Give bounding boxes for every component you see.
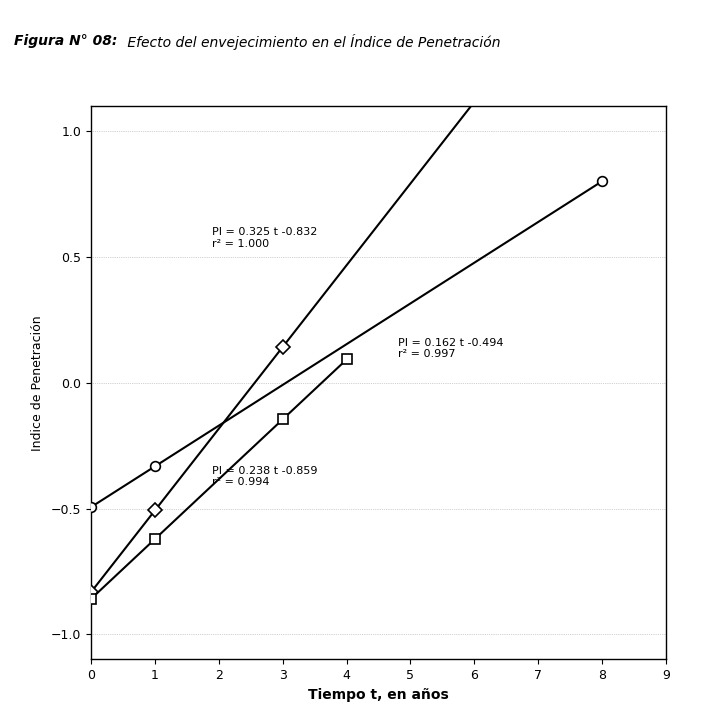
X-axis label: Tiempo t, en años: Tiempo t, en años [308, 688, 449, 702]
Y-axis label: Indice de Penetración: Indice de Penetración [31, 315, 44, 451]
Text: PI = 0.162 t -0.494
r² = 0.997: PI = 0.162 t -0.494 r² = 0.997 [397, 337, 503, 359]
Text: Figura N° 08:: Figura N° 08: [14, 34, 117, 48]
Text: Efecto del envejecimiento en el Índice de Penetración: Efecto del envejecimiento en el Índice d… [123, 34, 501, 50]
Text: PI = 0.325 t -0.832
r² = 1.000: PI = 0.325 t -0.832 r² = 1.000 [212, 227, 318, 249]
Text: PI = 0.238 t -0.859
r² = 0.994: PI = 0.238 t -0.859 r² = 0.994 [212, 466, 318, 487]
